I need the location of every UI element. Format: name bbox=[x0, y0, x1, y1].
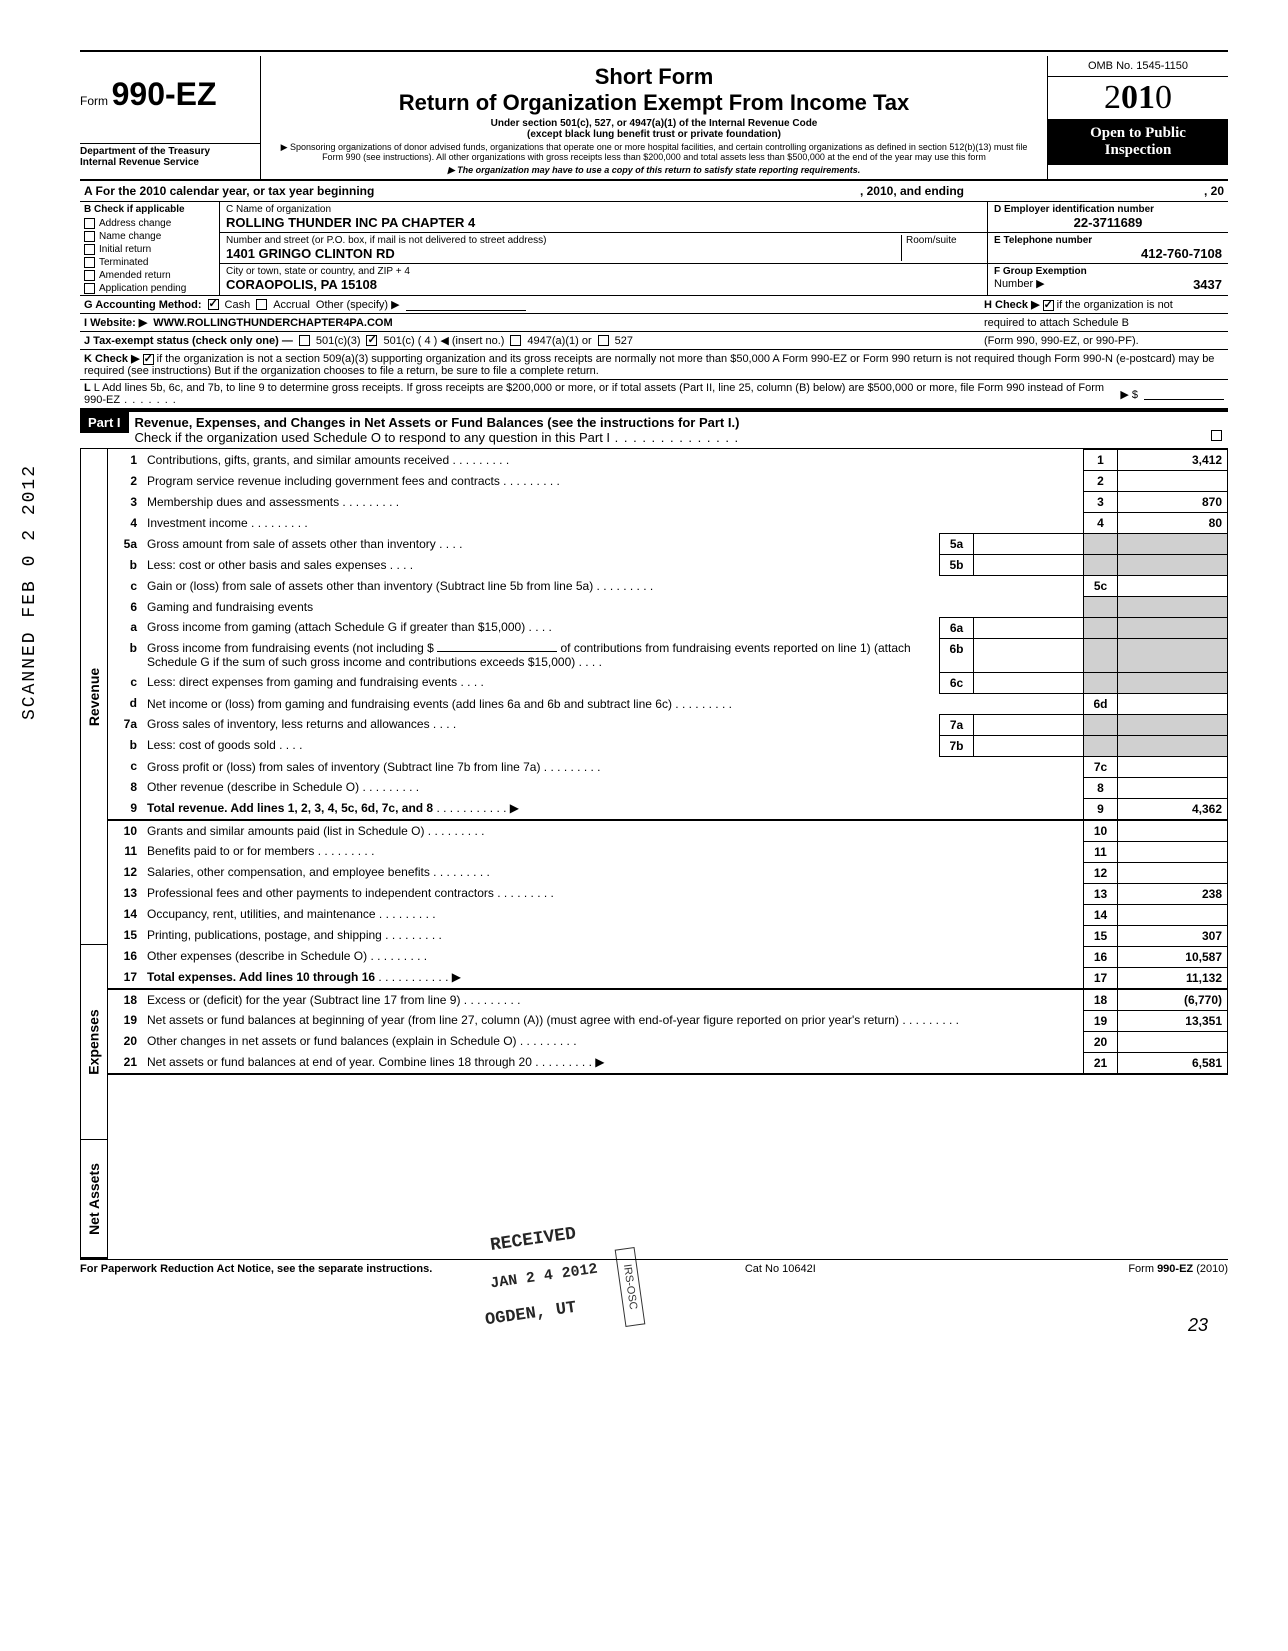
dept-treasury: Department of the Treasury bbox=[80, 146, 260, 157]
title-short-form: Short Form bbox=[271, 64, 1037, 90]
dept-irs: Internal Revenue Service bbox=[80, 157, 260, 168]
chk-pending[interactable] bbox=[84, 283, 95, 294]
chk-amended[interactable] bbox=[84, 270, 95, 281]
group-exemption: 3437 bbox=[1193, 277, 1222, 292]
open-to-public: Open to Public Inspection bbox=[1048, 119, 1228, 165]
tax-year: 2010 bbox=[1048, 77, 1228, 119]
chk-h[interactable] bbox=[1043, 300, 1054, 311]
form-prefix: Form bbox=[80, 94, 108, 108]
chk-4947[interactable] bbox=[510, 335, 521, 346]
chk-terminated[interactable] bbox=[84, 257, 95, 268]
chk-501c[interactable] bbox=[366, 335, 377, 346]
section-a: A For the 2010 calendar year, or tax yea… bbox=[80, 181, 1228, 202]
part1-body: Revenue Expenses Net Assets 1Contributio… bbox=[80, 449, 1228, 1259]
form-header: Form 990-EZ Department of the Treasury I… bbox=[80, 56, 1228, 181]
side-expenses: Expenses bbox=[86, 1009, 102, 1074]
top-rule bbox=[80, 50, 1228, 52]
phone: 412-760-7108 bbox=[994, 246, 1222, 261]
line-g-h: G Accounting Method: Cash Accrual Other … bbox=[80, 296, 1228, 314]
page-number: 23 bbox=[80, 1315, 1228, 1336]
chk-527[interactable] bbox=[598, 335, 609, 346]
section-b-header: B Check if applicable bbox=[80, 202, 219, 217]
form-number: 990-EZ bbox=[112, 76, 217, 112]
chk-initial[interactable] bbox=[84, 244, 95, 255]
note-sponsoring: ▶ Sponsoring organizations of donor advi… bbox=[271, 142, 1037, 163]
chk-501c3[interactable] bbox=[299, 335, 310, 346]
lines-table: 1Contributions, gifts, grants, and simil… bbox=[108, 449, 1228, 1075]
side-netassets: Net Assets bbox=[86, 1163, 102, 1235]
website: WWW.ROLLINGTHUNDERCHAPTER4PA.COM bbox=[153, 317, 392, 329]
line-i: I Website: ▶ WWW.ROLLINGTHUNDERCHAPTER4P… bbox=[80, 314, 1228, 332]
omb-number: OMB No. 1545-1150 bbox=[1048, 56, 1228, 77]
scanned-stamp: SCANNED FEB 0 2 2012 bbox=[20, 464, 40, 720]
chk-address[interactable] bbox=[84, 218, 95, 229]
line-l: L L Add lines 5b, 6c, and 7b, to line 9 … bbox=[80, 380, 1228, 410]
chk-part1-scho[interactable] bbox=[1211, 430, 1222, 441]
title-return: Return of Organization Exempt From Incom… bbox=[271, 90, 1037, 116]
chk-name[interactable] bbox=[84, 231, 95, 242]
subtitle-section: Under section 501(c), 527, or 4947(a)(1)… bbox=[271, 118, 1037, 129]
footer: For Paperwork Reduction Act Notice, see … bbox=[80, 1259, 1228, 1275]
ein: 22-3711689 bbox=[994, 215, 1222, 230]
org-name: ROLLING THUNDER INC PA CHAPTER 4 bbox=[226, 215, 981, 230]
org-address: 1401 GRINGO CLINTON RD bbox=[226, 246, 901, 261]
part1-header: Part I Revenue, Expenses, and Changes in… bbox=[80, 410, 1228, 449]
org-city: CORAOPOLIS, PA 15108 bbox=[226, 277, 981, 292]
info-grid: B Check if applicable Address change Nam… bbox=[80, 202, 1228, 296]
line-j: J Tax-exempt status (check only one) — 5… bbox=[80, 332, 1228, 350]
note-state: ▶ The organization may have to use a cop… bbox=[271, 165, 1037, 175]
side-revenue: Revenue bbox=[86, 667, 102, 725]
c-name-label: C Name of organization bbox=[226, 204, 981, 215]
chk-cash[interactable] bbox=[208, 299, 219, 310]
line-k: K Check ▶ if the organization is not a s… bbox=[80, 350, 1228, 380]
subtitle-except: (except black lung benefit trust or priv… bbox=[271, 129, 1037, 140]
chk-accrual[interactable] bbox=[256, 299, 267, 310]
chk-k[interactable] bbox=[143, 354, 154, 365]
